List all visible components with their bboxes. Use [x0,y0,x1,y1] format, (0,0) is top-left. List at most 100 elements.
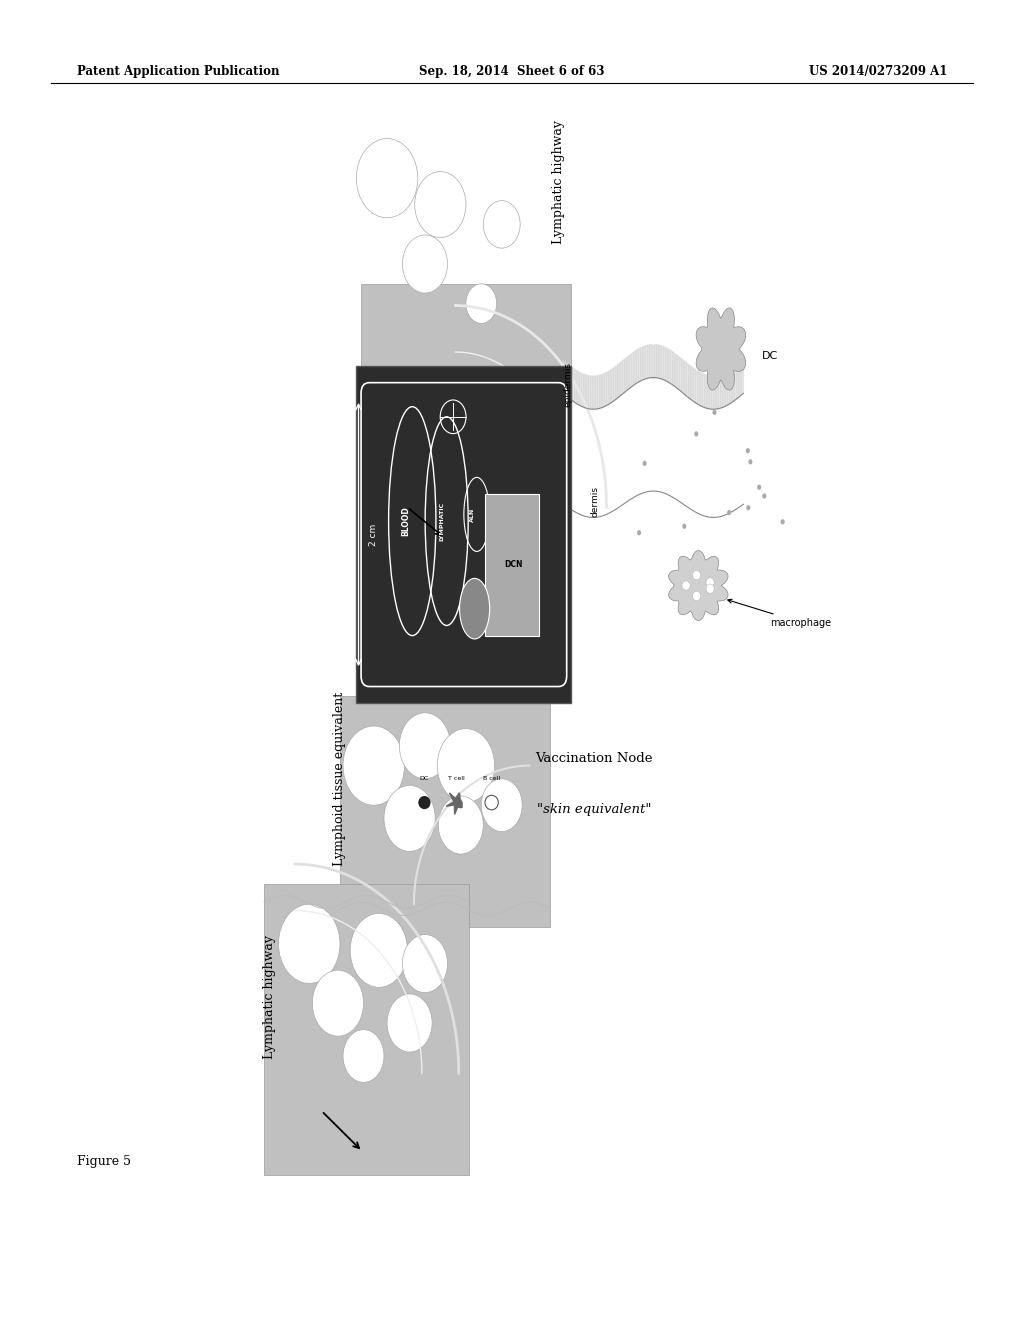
Polygon shape [697,371,700,405]
Text: Lymphoid tissue equivalent: Lymphoid tissue equivalent [334,692,346,866]
Polygon shape [625,358,627,392]
Polygon shape [654,345,656,378]
Ellipse shape [384,785,435,851]
Polygon shape [577,371,580,405]
Text: macrophage: macrophage [728,599,831,627]
Polygon shape [689,364,691,400]
Polygon shape [682,359,684,393]
Polygon shape [639,347,641,381]
Polygon shape [693,368,695,403]
Polygon shape [662,346,664,380]
Bar [485,494,540,636]
Polygon shape [574,370,577,404]
Polygon shape [669,550,728,620]
Polygon shape [680,358,682,392]
Text: DCN: DCN [504,561,522,569]
Polygon shape [563,360,565,395]
Text: "skin equivalent": "skin equivalent" [537,803,651,816]
Polygon shape [716,376,718,409]
Ellipse shape [706,578,714,587]
Polygon shape [615,364,617,400]
Bar [264,884,469,1175]
Polygon shape [580,372,582,407]
Polygon shape [630,354,632,388]
Ellipse shape [485,795,499,809]
Polygon shape [591,376,593,409]
Ellipse shape [437,729,495,803]
Polygon shape [721,375,723,408]
Polygon shape [647,345,650,379]
Polygon shape [727,371,730,405]
Polygon shape [611,368,613,403]
Polygon shape [597,375,600,409]
Polygon shape [634,350,636,385]
Ellipse shape [402,935,447,993]
Polygon shape [691,367,693,401]
Polygon shape [586,375,589,409]
Polygon shape [659,346,662,379]
Polygon shape [645,346,647,379]
Ellipse shape [642,461,646,466]
Ellipse shape [757,484,761,490]
Polygon shape [671,350,673,385]
Text: DC: DC [762,351,777,362]
Bar [340,697,551,927]
Polygon shape [652,345,654,378]
Polygon shape [570,366,572,401]
Ellipse shape [727,510,731,515]
Polygon shape [627,355,630,391]
Text: epidermis: epidermis [563,362,572,407]
Text: LYMPHATIC: LYMPHATIC [440,502,444,541]
Polygon shape [643,346,645,380]
Ellipse shape [746,506,751,511]
Ellipse shape [415,172,466,238]
Polygon shape [714,376,716,409]
Text: US 2014/0273209 A1: US 2014/0273209 A1 [809,65,947,78]
Bar [361,284,571,594]
Polygon shape [613,367,615,401]
Polygon shape [567,364,570,399]
Polygon shape [695,370,697,404]
Polygon shape [666,347,668,381]
Polygon shape [725,372,727,407]
Polygon shape [732,368,734,403]
Polygon shape [606,371,609,405]
Ellipse shape [343,1030,384,1082]
Polygon shape [677,355,680,391]
Polygon shape [621,360,623,396]
Polygon shape [723,374,725,408]
Polygon shape [650,345,652,378]
Ellipse shape [343,726,404,805]
Polygon shape [705,375,707,408]
Polygon shape [572,368,574,403]
Text: B cell: B cell [483,776,500,781]
Polygon shape [718,375,721,409]
Ellipse shape [682,581,690,590]
Text: DC: DC [420,776,429,781]
Polygon shape [632,352,634,387]
Text: dermis: dermis [590,487,599,517]
Ellipse shape [706,583,714,593]
Ellipse shape [279,904,340,983]
Polygon shape [641,347,643,380]
Polygon shape [710,376,712,409]
Polygon shape [741,360,743,395]
Polygon shape [589,376,591,409]
Polygon shape [582,374,584,408]
Ellipse shape [481,779,522,832]
Polygon shape [595,376,597,409]
Polygon shape [446,793,462,814]
Ellipse shape [483,201,520,248]
Ellipse shape [356,139,418,218]
Text: Vaccination Node: Vaccination Node [536,752,652,766]
Ellipse shape [692,570,700,579]
Ellipse shape [745,447,750,453]
Polygon shape [696,308,745,391]
Ellipse shape [438,796,483,854]
Polygon shape [702,374,705,408]
Ellipse shape [749,459,753,465]
Text: Lymphatic highway: Lymphatic highway [263,935,275,1059]
Ellipse shape [387,994,432,1052]
Polygon shape [600,375,602,408]
Polygon shape [617,363,621,397]
